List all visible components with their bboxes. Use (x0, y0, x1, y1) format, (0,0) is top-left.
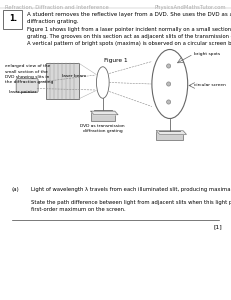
FancyBboxPatch shape (16, 79, 38, 92)
FancyBboxPatch shape (91, 111, 115, 121)
Ellipse shape (97, 67, 109, 98)
Ellipse shape (167, 82, 171, 86)
Polygon shape (156, 131, 186, 134)
Text: bright spots: bright spots (194, 52, 220, 56)
Ellipse shape (167, 100, 171, 104)
Bar (46, 63, 79, 99)
Text: (a): (a) (12, 187, 19, 192)
FancyBboxPatch shape (3, 10, 22, 28)
Text: Figure 1: Figure 1 (104, 58, 127, 63)
Text: Figure 1 shows light from a laser pointer incident normally on a small section o: Figure 1 shows light from a laser pointe… (27, 27, 231, 46)
Text: 1.: 1. (9, 14, 17, 23)
Text: Refraction, Diffraction and Interference: Refraction, Diffraction and Interference (5, 4, 108, 10)
Text: circular screen: circular screen (194, 83, 226, 88)
Text: [1]: [1] (213, 224, 222, 230)
Text: A student removes the reflective layer from a DVD. She uses the DVD as a transmi: A student removes the reflective layer f… (27, 12, 231, 24)
Ellipse shape (167, 64, 171, 68)
Text: laser beam: laser beam (62, 74, 87, 78)
Ellipse shape (152, 50, 188, 118)
Text: Light of wavelength λ travels from each illuminated slit, producing maxima on th: Light of wavelength λ travels from each … (31, 187, 231, 192)
Text: State the path difference between light from adjacent slits when this light prod: State the path difference between light … (31, 200, 231, 212)
Text: enlarged view of the
small section of the
DVD showing slits in
the diffraction g: enlarged view of the small section of th… (5, 64, 53, 84)
Text: DVD as transmission
diffraction grating: DVD as transmission diffraction grating (80, 124, 125, 133)
Text: PhysicsAndMathsTutor.com: PhysicsAndMathsTutor.com (155, 4, 226, 10)
FancyBboxPatch shape (156, 131, 183, 140)
Polygon shape (91, 111, 118, 115)
Text: laser pointer: laser pointer (9, 90, 37, 94)
